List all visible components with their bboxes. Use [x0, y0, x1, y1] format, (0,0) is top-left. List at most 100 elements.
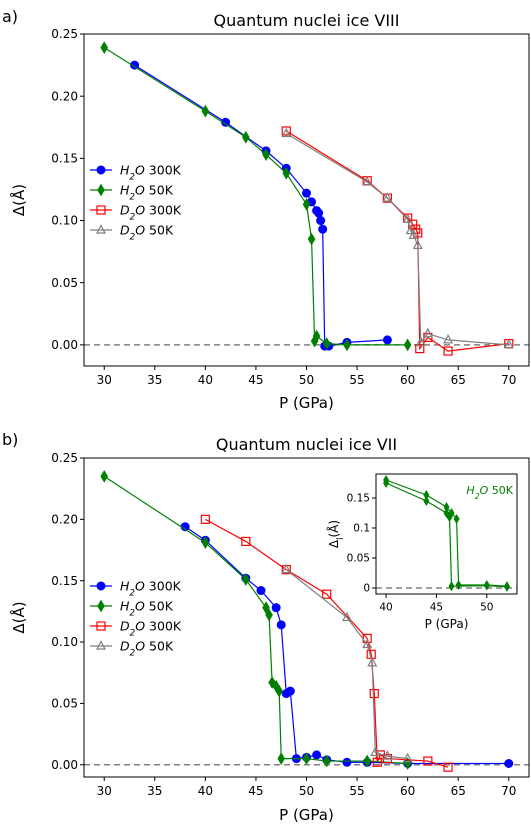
y-tick-label: 0.15	[51, 152, 78, 166]
data-point	[415, 336, 426, 346]
data-point	[285, 686, 295, 696]
x-tick-label: 70	[501, 373, 516, 387]
y-tick-label: 0.05	[51, 697, 78, 711]
x-tick-label: 65	[451, 784, 466, 798]
data-point	[455, 579, 462, 591]
data-point	[302, 197, 311, 211]
legend-item: D2O 50K	[90, 639, 174, 659]
legend-label: H2O 50K	[120, 599, 174, 619]
data-point	[412, 239, 423, 249]
y-tick-label: 0.20	[51, 513, 78, 527]
y-tick-label: 0.00	[51, 338, 78, 352]
legend-item: H2O 300K	[90, 163, 182, 183]
x-tick-label: 70	[501, 784, 516, 798]
series-h2o-50k-b	[383, 477, 510, 592]
x-tick-label: 55	[349, 373, 364, 387]
legend-marker	[97, 183, 105, 197]
data-point	[318, 224, 328, 234]
data-point	[282, 166, 291, 180]
y-tick-label: 0.20	[51, 89, 78, 103]
series-d2o-300k	[200, 514, 453, 772]
data-point	[316, 216, 326, 226]
data-point	[372, 757, 382, 767]
data-point	[221, 117, 231, 127]
legend-item: H2O 50K	[90, 599, 174, 619]
data-point	[201, 536, 210, 550]
y-tick-label: 0	[363, 583, 370, 595]
data-point	[382, 335, 392, 345]
data-point	[369, 688, 379, 699]
legend-item: D2O 300K	[90, 619, 182, 639]
data-point	[382, 192, 393, 202]
data-point	[443, 762, 453, 772]
legend-label: D2O 50K	[120, 639, 174, 659]
legend-marker	[96, 581, 106, 591]
y-tick-label: 0.05	[51, 276, 78, 290]
data-point	[383, 477, 390, 489]
x-axis-label: P (GPa)	[425, 617, 469, 631]
y-axis-label: Δ(Å)	[9, 601, 28, 633]
data-point	[100, 41, 109, 55]
data-point	[265, 608, 273, 622]
data-point	[423, 495, 430, 507]
data-point	[370, 746, 381, 757]
panel-title: Quantum nuclei ice VII	[216, 435, 397, 454]
legend-label: D2O 300K	[120, 203, 182, 223]
data-point	[503, 338, 514, 349]
x-tick-label: 40	[379, 602, 392, 614]
legend-label: D2O 50K	[120, 223, 174, 243]
series-d2o-300k	[281, 126, 514, 356]
series-line	[184, 526, 509, 765]
legend-item: H2O 300K	[90, 579, 182, 599]
y-tick-label: 0.10	[51, 635, 78, 649]
data-point	[504, 759, 514, 769]
legend-label: H2O 50K	[120, 183, 174, 203]
x-tick-label: 40	[198, 784, 213, 798]
legend-item: D2O 50K	[90, 223, 174, 243]
y-tick-label: 0.25	[51, 451, 78, 465]
series-line	[385, 482, 507, 588]
x-tick-label: 40	[198, 373, 213, 387]
series-d2o-50k	[281, 563, 413, 763]
data-point	[403, 338, 412, 352]
y-tick-label: 0.25	[51, 27, 78, 41]
data-point	[312, 750, 322, 760]
series-line	[205, 518, 449, 768]
data-point	[342, 757, 352, 767]
x-tick-label: 35	[147, 373, 162, 387]
legend-label: H2O 300K	[120, 579, 182, 599]
data-point	[322, 754, 331, 768]
y-tick-label: 0.00	[51, 758, 78, 772]
data-point	[314, 208, 324, 218]
data-point	[100, 470, 109, 483]
data-point	[362, 176, 373, 186]
data-point	[200, 514, 210, 524]
panel-inset: 40 45 50 0 0.05 0.1 0.15 P (GPa) Δl(Å) H2O 50K	[326, 473, 518, 631]
data-point	[443, 346, 453, 356]
x-tick-label: 45	[430, 602, 443, 614]
data-point	[483, 580, 490, 591]
inset-annotation: H2O 50K	[466, 484, 513, 501]
x-axis-label: P (GPa)	[279, 394, 334, 412]
legend-marker	[96, 621, 106, 631]
y-axis-label: Δl(Å)	[326, 520, 345, 548]
data-point	[367, 657, 378, 667]
x-tick-label: 60	[400, 784, 415, 798]
x-tick-label: 45	[248, 373, 263, 387]
legend-marker	[96, 205, 106, 215]
x-tick-label: 65	[451, 373, 466, 387]
data-point	[423, 756, 433, 766]
legend-item: H2O 50K	[90, 183, 174, 203]
x-tick-label: 60	[400, 373, 415, 387]
legend-label: H2O 300K	[120, 163, 182, 183]
data-point	[448, 581, 455, 592]
x-tick-label: 50	[299, 373, 314, 387]
series-h2o-50k	[100, 470, 412, 770]
y-tick-label: 0.15	[347, 493, 370, 505]
plot-frame	[375, 473, 518, 595]
x-axis-label: P (GPa)	[279, 806, 334, 824]
data-point	[256, 586, 266, 596]
legend-marker	[96, 165, 106, 175]
